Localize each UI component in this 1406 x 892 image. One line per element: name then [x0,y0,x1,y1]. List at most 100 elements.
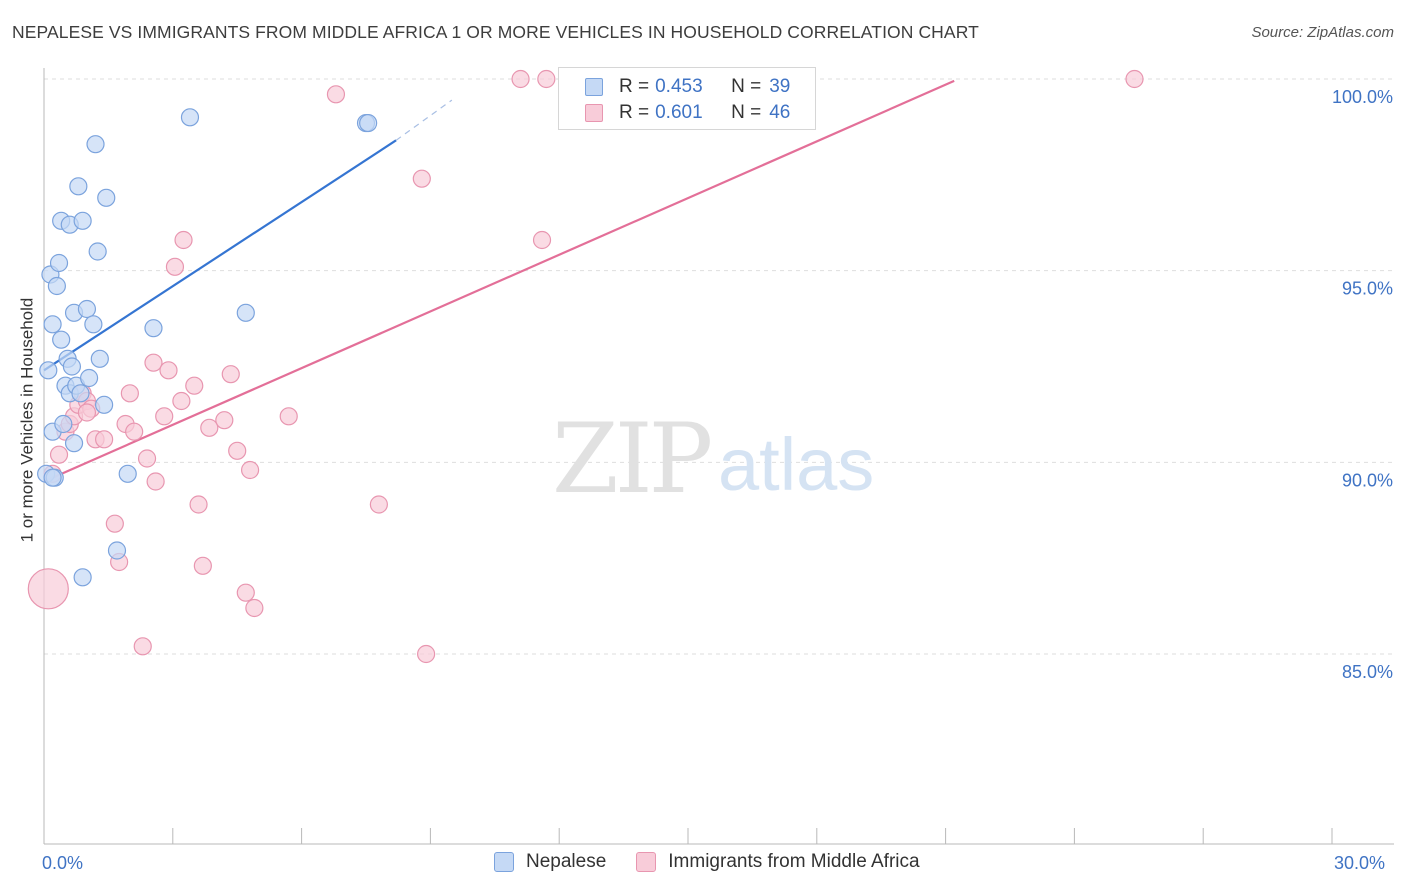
data-point-nepalese [97,188,116,207]
data-point-middle-africa [105,514,124,533]
data-point-nepalese [64,434,84,453]
y-axis-label: 1 or more Vehicles in Household [17,297,36,543]
data-point-nepalese [107,541,127,560]
data-point-middle-africa [200,418,219,437]
legend-n-label: N = [731,76,762,97]
data-point-middle-africa [144,353,163,372]
y-tick-label: 95.0% [1342,279,1393,299]
x-tick-label-max: 30.0% [1334,853,1386,873]
legend-r-value: 0.601 [655,102,703,123]
data-point-nepalese [73,568,92,587]
watermark-zip: ZIP [552,403,711,515]
nepalese-points [37,108,378,587]
data-point-nepalese [54,414,73,434]
trend-line-nepalese-extension [395,99,453,141]
data-point-nepalese [236,303,255,322]
data-point-middle-africa [221,365,240,384]
data-point-nepalese [77,299,97,319]
data-point-middle-africa [236,583,255,602]
immigrants-middle-africa-points [27,69,1144,664]
data-point-middle-africa [417,644,436,664]
data-point-middle-africa [279,407,298,426]
data-point-middle-africa [193,556,212,575]
data-point-middle-africa [369,495,388,514]
data-point-middle-africa [240,460,260,480]
data-point-middle-africa [77,403,97,422]
data-point-middle-africa [532,230,552,250]
data-point-middle-africa [1125,69,1144,89]
data-point-nepalese [39,361,58,380]
data-point-middle-africa [537,69,556,89]
data-point-middle-africa [185,376,204,395]
data-point-nepalese [86,135,105,154]
data-point-nepalese [118,464,137,483]
legend-row-nepalese: R = 0.453 N = 39 [585,75,791,99]
legend-swatch-pink [636,852,657,872]
data-point-middle-africa [165,257,185,276]
data-point-middle-africa [511,69,530,89]
data-point-nepalese [69,177,88,196]
data-point-nepalese [90,349,109,368]
data-point-nepalese [62,357,82,376]
data-point-nepalese [79,368,99,388]
data-point-middle-africa [133,637,152,656]
series-legend: Nepalese Immigrants from Middle Africa [494,851,950,873]
legend-label-middle-africa: Immigrants from Middle Africa [668,851,920,872]
data-point-nepalese [73,211,92,230]
data-point-nepalese [88,242,107,261]
legend-row-middle-africa: R = 0.601 N = 46 [585,101,791,125]
legend-swatch-blue [494,852,514,872]
grid-layer [44,78,1394,655]
data-point-nepalese [49,253,69,273]
watermark: ZIP atlas [552,403,874,515]
data-point-nepalese [144,319,163,338]
legend-item-nepalese: Nepalese [494,851,606,873]
data-point-middle-africa [159,361,178,380]
data-point-middle-africa [155,407,174,426]
data-point-middle-africa [49,445,69,464]
data-point-nepalese [71,384,90,403]
data-point-middle-africa [27,568,69,610]
correlation-legend: R = 0.453 N = 39 R = 0.601 N = 46 [558,67,816,130]
data-point-nepalese [47,276,66,296]
legend-r-label: R = [619,102,650,123]
trend-line-nepalese [43,139,397,372]
y-tick-label: 90.0% [1342,470,1393,490]
data-point-nepalese [52,330,71,349]
data-point-nepalese [84,315,103,334]
axis-layer [43,68,1394,845]
trend-layer [43,79,955,483]
data-point-middle-africa [120,384,139,403]
source-label: Source: ZipAtlas.com [1251,24,1394,41]
legend-r-label: R = [619,76,650,97]
legend-r-value: 0.453 [655,76,703,97]
data-point-middle-africa [412,169,431,188]
legend-n-value: 39 [769,76,791,97]
data-point-middle-africa [326,85,346,104]
legend-item-middle-africa: Immigrants from Middle Africa [636,851,920,873]
data-point-nepalese [43,468,62,487]
trend-line-middle-africa [43,79,955,483]
legend-swatch-pink [585,104,603,122]
legend-n-value: 46 [769,102,791,123]
y-tick-label: 85.0% [1342,662,1393,682]
data-point-middle-africa [172,391,191,411]
data-point-middle-africa [228,441,247,460]
data-point-middle-africa [215,411,234,430]
data-point-middle-africa [174,230,193,250]
x-tick-label-min: 0.0% [42,853,84,873]
data-point-nepalese [43,315,62,334]
data-point-middle-africa [245,598,264,618]
data-point-middle-africa [137,449,157,468]
watermark-atlas: atlas [718,423,874,506]
data-point-middle-africa [146,472,165,491]
y-tick-label: 100.0% [1332,87,1393,107]
legend-n-label: N = [731,102,762,123]
data-point-middle-africa [189,495,208,514]
legend-swatch-blue [585,78,603,96]
data-point-middle-africa [125,422,144,441]
data-point-nepalese [180,108,200,127]
chart-title: NEPALESE VS IMMIGRANTS FROM MIDDLE AFRIC… [12,22,979,42]
legend-label-nepalese: Nepalese [526,851,607,872]
